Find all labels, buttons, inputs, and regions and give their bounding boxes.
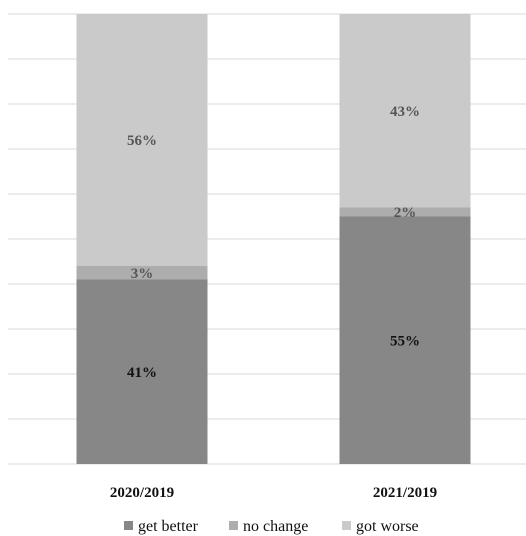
category-label: 2020/2019 bbox=[110, 485, 174, 501]
bar-segment-got-worse bbox=[76, 14, 208, 266]
bars bbox=[76, 14, 471, 464]
legend-label: no change bbox=[243, 518, 308, 535]
legend-swatch bbox=[229, 521, 238, 530]
x-axis: 2020/2019 2021/2019 bbox=[110, 485, 437, 501]
category-label: 2021/2019 bbox=[373, 485, 437, 501]
legend: get better no change got worse bbox=[124, 518, 419, 535]
bar-segment-no-change bbox=[76, 266, 208, 280]
legend-label: got worse bbox=[356, 518, 419, 535]
legend-label: get better bbox=[138, 518, 199, 535]
bar-segment-get-better bbox=[339, 216, 471, 464]
bar-segment-no-change bbox=[339, 207, 471, 217]
data-label: 56% bbox=[127, 133, 157, 149]
data-label: 2% bbox=[394, 205, 417, 221]
legend-swatch bbox=[124, 521, 133, 530]
data-label: 43% bbox=[390, 104, 420, 120]
bar-segment-get-better bbox=[76, 279, 208, 464]
data-label: 41% bbox=[127, 365, 157, 381]
legend-swatch bbox=[342, 521, 351, 530]
bar-segment-got-worse bbox=[339, 14, 471, 208]
data-label: 55% bbox=[390, 333, 420, 349]
data-label: 3% bbox=[131, 266, 154, 282]
data-labels: 41% 3% 56% 55% 2% 43% bbox=[127, 104, 420, 381]
